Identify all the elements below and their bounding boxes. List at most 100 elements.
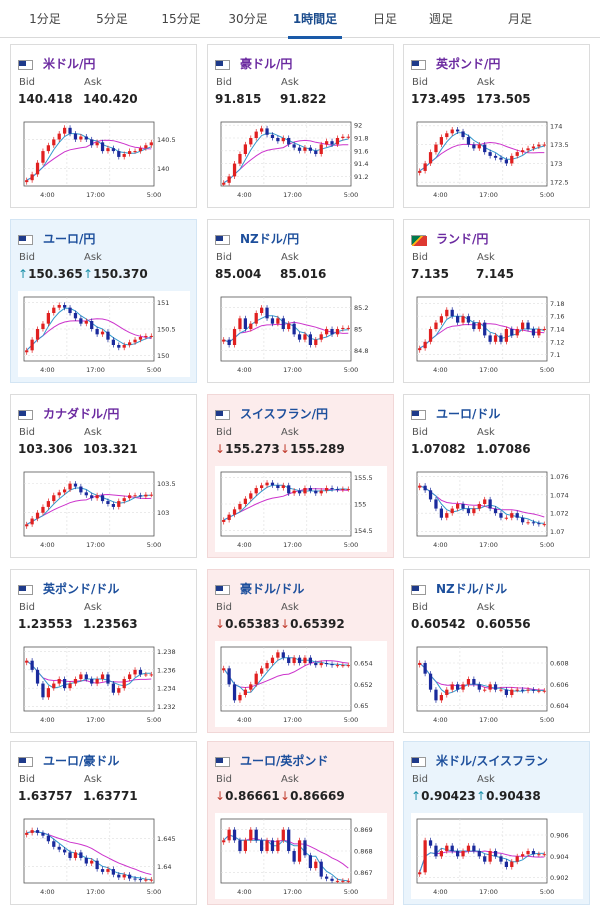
candle bbox=[418, 345, 422, 353]
y-tick-label: 173.5 bbox=[550, 141, 569, 149]
candle bbox=[57, 676, 61, 687]
currency-pair-link[interactable]: 米ドル/円 bbox=[43, 57, 96, 71]
candle bbox=[423, 160, 427, 174]
mini-chart[interactable]: 172.5 173 173.5 174 4:00 17:00 5:00 bbox=[411, 116, 583, 202]
tab-7[interactable]: 月足 bbox=[507, 12, 532, 26]
mini-chart[interactable]: 0.867 0.868 0.869 4:00 17:00 5:00 bbox=[215, 813, 387, 899]
mini-chart[interactable]: 140 140.5 4:00 17:00 5:00 bbox=[18, 116, 190, 202]
x-tick-label: 4:00 bbox=[237, 888, 252, 896]
rate-card[interactable]: 英ポンド/ドル Bid Ask 1.23553 1.23563 1.232 1.2… bbox=[10, 569, 197, 733]
currency-pair-link[interactable]: 豪ドル/ドル bbox=[240, 582, 305, 596]
candle bbox=[428, 326, 433, 345]
ask-value: 140.420 bbox=[83, 92, 138, 106]
currency-pair-link[interactable]: カナダドル/円 bbox=[43, 407, 120, 421]
candle bbox=[122, 151, 126, 160]
candle bbox=[238, 837, 242, 854]
mini-chart[interactable]: 1.07 1.072 1.074 1.076 4:00 17:00 5:00 bbox=[411, 466, 583, 552]
rate-card[interactable]: 豪ドル/円 Bid Ask 91.815 91.822 91.2 91.4 91.6… bbox=[207, 44, 394, 208]
candle bbox=[276, 315, 280, 327]
rate-card[interactable]: ランド/円 Bid Ask 7.135 7.145 7.1 7.12 7.14 7.1… bbox=[403, 219, 590, 383]
candle bbox=[68, 125, 72, 137]
rate-card[interactable]: NZドル/円 Bid Ask 85.004 85.016 84.8 85 85.2 4… bbox=[207, 219, 394, 383]
candle bbox=[73, 131, 78, 143]
y-tick-label: 103.5 bbox=[157, 480, 176, 488]
tab-6[interactable]: 週足 bbox=[428, 12, 453, 26]
candle bbox=[450, 126, 454, 136]
candle bbox=[95, 676, 99, 687]
currency-pair-link[interactable]: ユーロ/円 bbox=[43, 232, 96, 246]
candle bbox=[133, 667, 137, 677]
currency-pair-link[interactable]: NZドル/円 bbox=[240, 232, 300, 246]
candle bbox=[84, 489, 88, 498]
rate-card[interactable]: 豪ドル/ドル Bid Ask ↓0.65383 ↓0.65392 0.65 0.6… bbox=[207, 569, 394, 733]
currency-pair-link[interactable]: 英ポンド/円 bbox=[436, 57, 501, 71]
currency-pair-link[interactable]: 豪ドル/円 bbox=[240, 57, 293, 71]
currency-pair-link[interactable]: スイスフラン/円 bbox=[240, 407, 329, 421]
au-flag-icon bbox=[215, 60, 230, 70]
rate-card[interactable]: 米ドル/スイスフラン Bid Ask ↑0.90423 ↑0.90438 0.9… bbox=[403, 741, 590, 905]
tab-2[interactable]: 15分足 bbox=[161, 12, 201, 26]
rate-card[interactable]: カナダドル/円 Bid Ask 103.306 103.321 103 103.5… bbox=[10, 394, 197, 558]
y-tick-label: 91.6 bbox=[354, 147, 368, 155]
mini-chart[interactable]: 1.64 1.645 4:00 17:00 5:00 bbox=[18, 813, 190, 899]
currency-pair-link[interactable]: NZドル/ドル bbox=[436, 582, 508, 596]
rate-card[interactable]: スイスフラン/円 Bid Ask ↓155.273 ↓155.289 154.5… bbox=[207, 394, 394, 558]
ask-label: Ask bbox=[281, 252, 299, 263]
mini-chart[interactable]: 154.5 155 155.5 4:00 17:00 5:00 bbox=[215, 466, 387, 552]
rate-card[interactable]: 英ポンド/円 Bid Ask 173.495 173.505 172.5 173 1… bbox=[403, 44, 590, 208]
rate-card[interactable]: ユーロ/ドル Bid Ask 1.07082 1.07086 1.07 1.072… bbox=[403, 394, 590, 558]
candle bbox=[73, 849, 78, 861]
mini-chart[interactable]: 84.8 85 85.2 4:00 17:00 5:00 bbox=[215, 291, 387, 377]
candle bbox=[477, 320, 481, 332]
candlestick-chart: 7.1 7.12 7.14 7.16 7.18 4:00 17:00 5:00 bbox=[416, 296, 564, 374]
tab-4[interactable]: 1時間足 bbox=[288, 0, 342, 39]
candle bbox=[100, 866, 105, 875]
candle bbox=[346, 325, 350, 331]
candle bbox=[276, 482, 280, 491]
currency-pair-link[interactable]: 英ポンド/ドル bbox=[43, 582, 120, 596]
currency-pair-link[interactable]: 米ドル/スイスフラン bbox=[436, 754, 549, 768]
candle bbox=[526, 687, 530, 694]
x-tick-label: 4:00 bbox=[237, 366, 252, 374]
candle bbox=[483, 320, 487, 338]
mini-chart[interactable]: 0.65 0.652 0.654 4:00 17:00 5:00 bbox=[215, 641, 387, 727]
mini-chart[interactable]: 7.1 7.12 7.14 7.16 7.18 4:00 17:00 5:00 bbox=[411, 291, 583, 377]
candle bbox=[57, 302, 61, 311]
tab-1[interactable]: 5分足 bbox=[96, 12, 128, 26]
mini-chart[interactable]: 103 103.5 4:00 17:00 5:00 bbox=[18, 466, 190, 552]
gb-flag-icon bbox=[411, 60, 426, 70]
ask-label: Ask bbox=[84, 252, 102, 263]
rate-card[interactable]: ユーロ/豪ドル Bid Ask 1.63757 1.63771 1.64 1.64… bbox=[10, 741, 197, 905]
mini-chart[interactable]: 91.2 91.4 91.6 91.8 92 4:00 17:00 5:00 bbox=[215, 116, 387, 202]
rate-card[interactable]: ユーロ/円 Bid Ask ↑150.365 ↑150.370 150 150.5… bbox=[10, 219, 197, 383]
y-tick-label: 7.12 bbox=[550, 338, 564, 346]
rate-card[interactable]: ユーロ/英ポンド Bid Ask ↓0.86661 ↓0.86669 0.867… bbox=[207, 741, 394, 905]
candle bbox=[434, 320, 438, 332]
candle bbox=[526, 145, 530, 153]
mini-chart[interactable]: 0.902 0.904 0.906 4:00 17:00 5:00 bbox=[411, 813, 583, 899]
tab-0[interactable]: 1分足 bbox=[29, 12, 61, 26]
currency-pair-link[interactable]: ランド/円 bbox=[436, 232, 489, 246]
currency-pair-link[interactable]: ユーロ/英ポンド bbox=[240, 754, 329, 768]
candle bbox=[133, 148, 137, 154]
bid-value: 1.23553 bbox=[18, 617, 73, 631]
candle bbox=[35, 326, 40, 343]
mini-chart[interactable]: 150 150.5 151 4:00 17:00 5:00 bbox=[18, 291, 190, 377]
y-tick-label: 7.14 bbox=[550, 326, 564, 334]
rate-card[interactable]: NZドル/ドル Bid Ask 0.60542 0.60556 0.604 0.6… bbox=[403, 569, 590, 733]
candle bbox=[117, 342, 121, 351]
candlestick-chart: 0.867 0.868 0.869 4:00 17:00 5:00 bbox=[220, 818, 373, 896]
tab-5[interactable]: 日足 bbox=[372, 12, 397, 26]
mini-chart[interactable]: 1.232 1.234 1.236 1.238 4:00 17:00 5:00 bbox=[18, 641, 190, 727]
mini-chart[interactable]: 0.604 0.606 0.608 4:00 17:00 5:00 bbox=[411, 641, 583, 727]
candle bbox=[84, 855, 88, 867]
candle bbox=[521, 515, 525, 525]
currency-pair-link[interactable]: ユーロ/豪ドル bbox=[43, 754, 120, 768]
rate-card[interactable]: 米ドル/円 Bid Ask 140.418 140.420 140 140.5 4:… bbox=[10, 44, 197, 208]
y-tick-label: 7.18 bbox=[550, 300, 564, 308]
currency-pair-link[interactable]: ユーロ/ドル bbox=[436, 407, 501, 421]
bid-label: Bid bbox=[412, 774, 428, 785]
candle bbox=[504, 859, 508, 870]
x-tick-label: 4:00 bbox=[40, 888, 55, 896]
tab-3[interactable]: 30分足 bbox=[228, 12, 268, 26]
